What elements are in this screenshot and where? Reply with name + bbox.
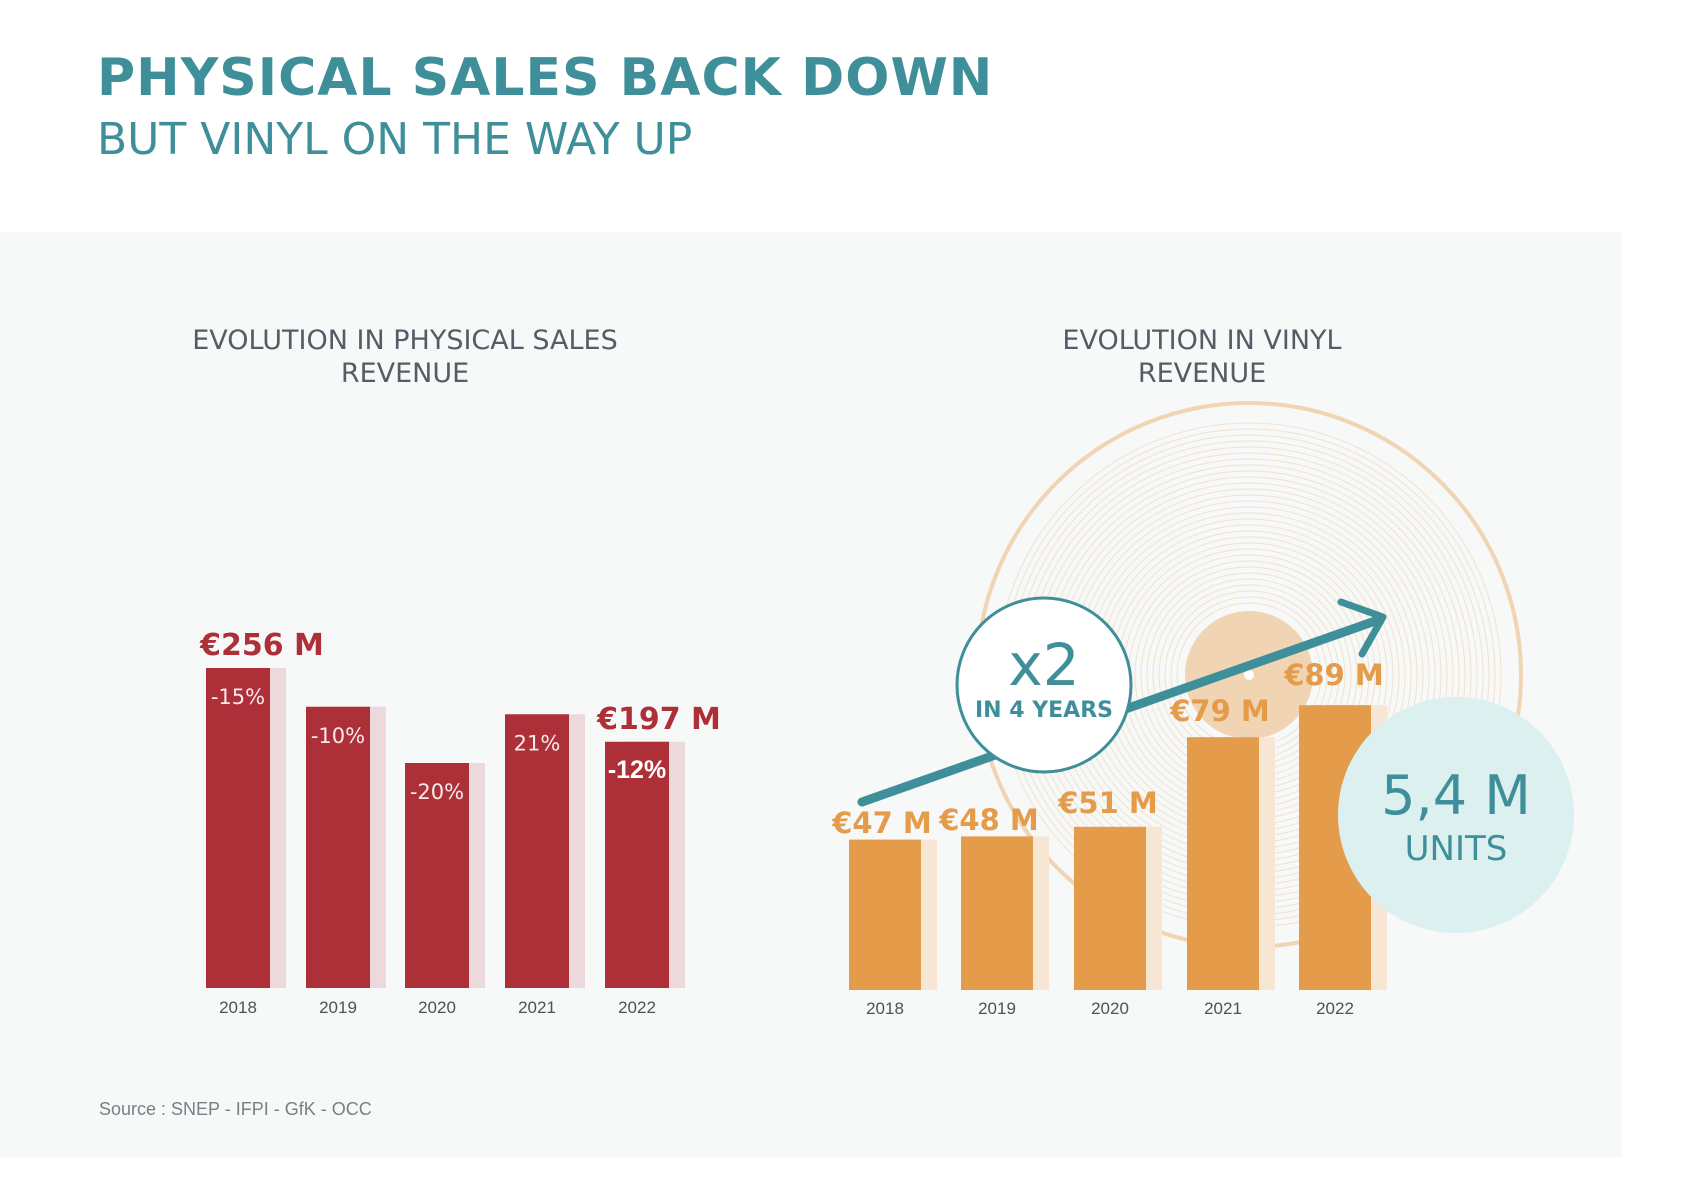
physical-year-label: 2019	[319, 998, 357, 1017]
vinyl-value-label: €79 M	[1169, 694, 1270, 728]
vinyl-bar-2018	[849, 839, 921, 990]
units-bubble	[1338, 697, 1574, 933]
physical-bar-2020	[405, 763, 469, 988]
vinyl-year-label: 2018	[866, 999, 904, 1018]
growth-period-text: IN 4 YEARS	[975, 698, 1113, 723]
physical-value-callout: €197 M	[596, 702, 721, 737]
vinyl-chart-title: EVOLUTION IN VINYL REVENUE	[1062, 325, 1342, 389]
physical-year-label: 2022	[618, 998, 656, 1017]
page-subtitle: BUT VINYL ON THE WAY UP	[97, 114, 693, 165]
physical-chart-title: EVOLUTION IN PHYSICAL SALES REVENUE	[192, 325, 618, 389]
vinyl-bar-2020	[1074, 826, 1146, 990]
physical-change-label: -20%	[410, 780, 464, 804]
physical-bar-2021	[505, 714, 569, 988]
physical-bar-2018	[206, 668, 270, 988]
physical-year-label: 2021	[518, 998, 556, 1017]
vinyl-year-label: 2020	[1091, 999, 1129, 1018]
physical-change-label: 21%	[514, 731, 561, 755]
page-title: PHYSICAL SALES BACK DOWN	[97, 48, 994, 108]
physical-change-label: -12%	[608, 756, 666, 784]
units-value-text: 5,4 M	[1381, 764, 1531, 827]
source-note: Source : SNEP - IFPI - GfK - OCC	[99, 1099, 372, 1119]
vinyl-value-label: €48 M	[938, 803, 1039, 837]
vinyl-value-label: €47 M	[831, 806, 932, 840]
vinyl-value-label: €89 M	[1283, 658, 1384, 692]
physical-bar-2022	[605, 741, 669, 988]
units-label-text: UNITS	[1405, 829, 1508, 869]
physical-bar-2019	[306, 706, 370, 988]
growth-arrow-head	[1337, 598, 1387, 658]
vinyl-year-label: 2022	[1316, 999, 1354, 1018]
physical-year-label: 2018	[219, 998, 257, 1017]
vinyl-bar-2019	[961, 836, 1033, 990]
physical-year-label: 2020	[418, 998, 456, 1017]
physical-value-callout: €256 M	[199, 628, 324, 663]
growth-multiplier-text: x2	[1008, 631, 1079, 699]
growth-bubble	[955, 596, 1133, 774]
physical-change-label: -15%	[211, 685, 265, 709]
vinyl-value-label: €51 M	[1057, 786, 1158, 820]
vinyl-bar-2021	[1187, 737, 1259, 990]
vinyl-year-label: 2021	[1204, 999, 1242, 1018]
vinyl-record-spindle-hole	[1244, 670, 1254, 680]
physical-change-label: -10%	[311, 724, 365, 748]
vinyl-year-label: 2019	[978, 999, 1016, 1018]
